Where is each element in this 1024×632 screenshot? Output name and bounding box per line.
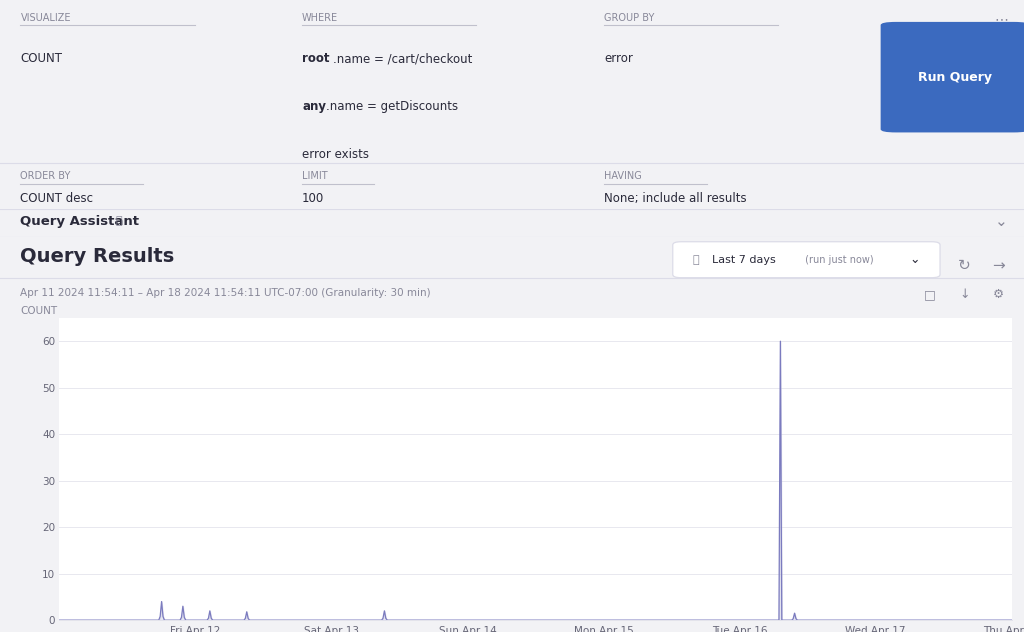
Text: LIMIT: LIMIT: [302, 171, 328, 181]
Text: ORDER BY: ORDER BY: [20, 171, 71, 181]
Text: ⋯: ⋯: [994, 13, 1009, 27]
Text: None; include all results: None; include all results: [604, 192, 746, 205]
Text: (run just now): (run just now): [802, 255, 873, 265]
Text: 100: 100: [302, 192, 325, 205]
Text: root: root: [302, 52, 330, 65]
Text: □: □: [924, 288, 936, 301]
Text: VISUALIZE: VISUALIZE: [20, 13, 71, 23]
Text: COUNT desc: COUNT desc: [20, 192, 93, 205]
FancyBboxPatch shape: [881, 22, 1024, 133]
Text: ⧖: ⧖: [693, 255, 703, 265]
Text: Query Results: Query Results: [20, 247, 175, 266]
Text: Query Assistant: Query Assistant: [20, 215, 139, 228]
FancyBboxPatch shape: [673, 242, 940, 277]
Text: ↓: ↓: [959, 288, 970, 301]
Text: .name = /cart/checkout: .name = /cart/checkout: [333, 52, 472, 65]
Text: ⌄: ⌄: [906, 253, 921, 266]
Text: ⓘ: ⓘ: [116, 216, 122, 226]
Text: ⌄: ⌄: [995, 214, 1008, 229]
Text: COUNT: COUNT: [20, 306, 57, 316]
Text: COUNT: COUNT: [20, 52, 62, 65]
Text: →: →: [992, 258, 1005, 273]
Text: error: error: [604, 52, 633, 65]
Text: Last 7 days: Last 7 days: [712, 255, 775, 265]
Text: Run Query: Run Query: [918, 71, 992, 83]
Text: Apr 11 2024 11:54:11 – Apr 18 2024 11:54:11 UTC-07:00 (Granularity: 30 min): Apr 11 2024 11:54:11 – Apr 18 2024 11:54…: [20, 288, 431, 298]
Text: ⚙: ⚙: [993, 288, 1004, 301]
Text: .name = getDiscounts: .name = getDiscounts: [326, 100, 458, 113]
Text: GROUP BY: GROUP BY: [604, 13, 654, 23]
Text: ↻: ↻: [958, 258, 971, 273]
Text: any: any: [302, 100, 326, 113]
Text: WHERE: WHERE: [302, 13, 338, 23]
Text: HAVING: HAVING: [604, 171, 642, 181]
Text: error exists: error exists: [302, 148, 369, 161]
